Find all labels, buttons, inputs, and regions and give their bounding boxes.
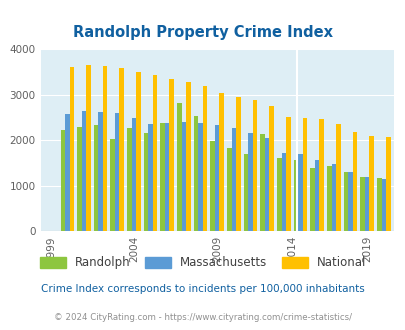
Bar [293, 160, 298, 231]
Bar [260, 134, 264, 231]
Bar [219, 93, 224, 231]
Bar [343, 173, 347, 231]
Bar [385, 137, 390, 231]
Bar [98, 112, 102, 231]
Bar [381, 179, 385, 231]
Bar [236, 97, 240, 231]
Text: Crime Index corresponds to incidents per 100,000 inhabitants: Crime Index corresponds to incidents per… [41, 284, 364, 294]
Bar [148, 124, 152, 231]
Bar [319, 119, 323, 231]
Bar [115, 114, 119, 231]
Bar [143, 133, 148, 231]
Bar [360, 177, 364, 231]
Legend: Randolph, Massachusetts, National: Randolph, Massachusetts, National [35, 252, 370, 274]
Bar [152, 75, 157, 231]
Bar [243, 154, 248, 231]
Bar [185, 82, 190, 231]
Bar [69, 67, 74, 231]
Bar [269, 106, 273, 231]
Bar [226, 148, 231, 231]
Bar [210, 141, 214, 231]
Bar [164, 122, 169, 231]
Bar [264, 138, 269, 231]
Bar [193, 116, 198, 231]
Bar [169, 80, 174, 231]
Bar [326, 166, 331, 231]
Bar [177, 103, 181, 231]
Bar [131, 118, 136, 231]
Bar [335, 124, 340, 231]
Text: Randolph Property Crime Index: Randolph Property Crime Index [73, 25, 332, 40]
Bar [352, 132, 356, 231]
Bar [281, 153, 286, 231]
Text: © 2024 CityRating.com - https://www.cityrating.com/crime-statistics/: © 2024 CityRating.com - https://www.city… [54, 313, 351, 322]
Bar [302, 117, 307, 231]
Bar [160, 122, 164, 231]
Bar [86, 65, 90, 231]
Bar [231, 128, 236, 231]
Bar [198, 122, 202, 231]
Bar [102, 66, 107, 231]
Bar [376, 178, 381, 231]
Bar [248, 133, 252, 231]
Bar [94, 125, 98, 231]
Bar [110, 139, 115, 231]
Bar [127, 127, 131, 231]
Bar [364, 177, 369, 231]
Bar [369, 136, 373, 231]
Bar [277, 158, 281, 231]
Bar [214, 125, 219, 231]
Bar [314, 160, 319, 231]
Bar [298, 154, 302, 231]
Bar [81, 111, 86, 231]
Bar [252, 100, 257, 231]
Bar [136, 72, 140, 231]
Bar [286, 117, 290, 231]
Bar [181, 122, 185, 231]
Bar [65, 114, 69, 231]
Bar [310, 168, 314, 231]
Bar [331, 164, 335, 231]
Bar [202, 86, 207, 231]
Bar [60, 130, 65, 231]
Bar [347, 172, 352, 231]
Bar [77, 127, 81, 231]
Bar [119, 68, 124, 231]
